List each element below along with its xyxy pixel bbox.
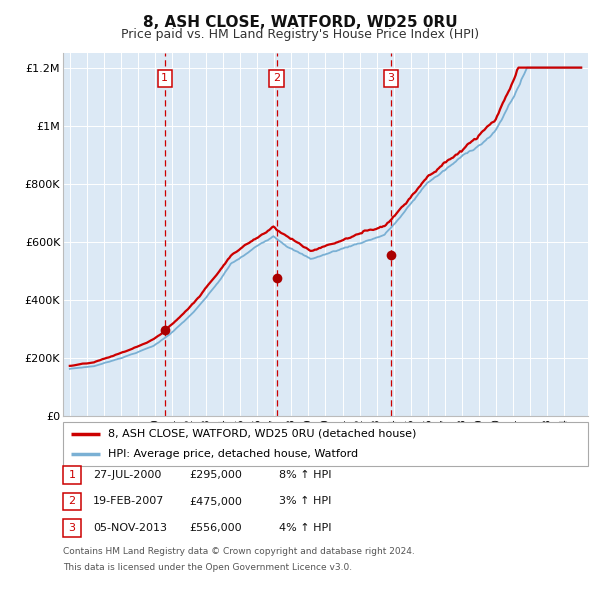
Text: 8% ↑ HPI: 8% ↑ HPI [279, 470, 331, 480]
Text: 3: 3 [68, 523, 76, 533]
Text: 1: 1 [161, 74, 168, 84]
FancyBboxPatch shape [63, 422, 588, 466]
Text: 2: 2 [273, 74, 280, 84]
Text: Contains HM Land Registry data © Crown copyright and database right 2024.: Contains HM Land Registry data © Crown c… [63, 547, 415, 556]
Text: Price paid vs. HM Land Registry's House Price Index (HPI): Price paid vs. HM Land Registry's House … [121, 28, 479, 41]
Text: HPI: Average price, detached house, Watford: HPI: Average price, detached house, Watf… [107, 449, 358, 459]
Text: 19-FEB-2007: 19-FEB-2007 [93, 497, 164, 506]
Text: 8, ASH CLOSE, WATFORD, WD25 0RU: 8, ASH CLOSE, WATFORD, WD25 0RU [143, 15, 457, 30]
Text: £556,000: £556,000 [189, 523, 242, 533]
Text: 2: 2 [68, 497, 76, 506]
Text: £295,000: £295,000 [189, 470, 242, 480]
Text: 4% ↑ HPI: 4% ↑ HPI [279, 523, 331, 533]
Text: 1: 1 [68, 470, 76, 480]
Text: 3% ↑ HPI: 3% ↑ HPI [279, 497, 331, 506]
Text: This data is licensed under the Open Government Licence v3.0.: This data is licensed under the Open Gov… [63, 563, 352, 572]
Text: 05-NOV-2013: 05-NOV-2013 [93, 523, 167, 533]
Text: 8, ASH CLOSE, WATFORD, WD25 0RU (detached house): 8, ASH CLOSE, WATFORD, WD25 0RU (detache… [107, 429, 416, 439]
Text: 3: 3 [388, 74, 394, 84]
Text: £475,000: £475,000 [189, 497, 242, 506]
Text: 27-JUL-2000: 27-JUL-2000 [93, 470, 161, 480]
